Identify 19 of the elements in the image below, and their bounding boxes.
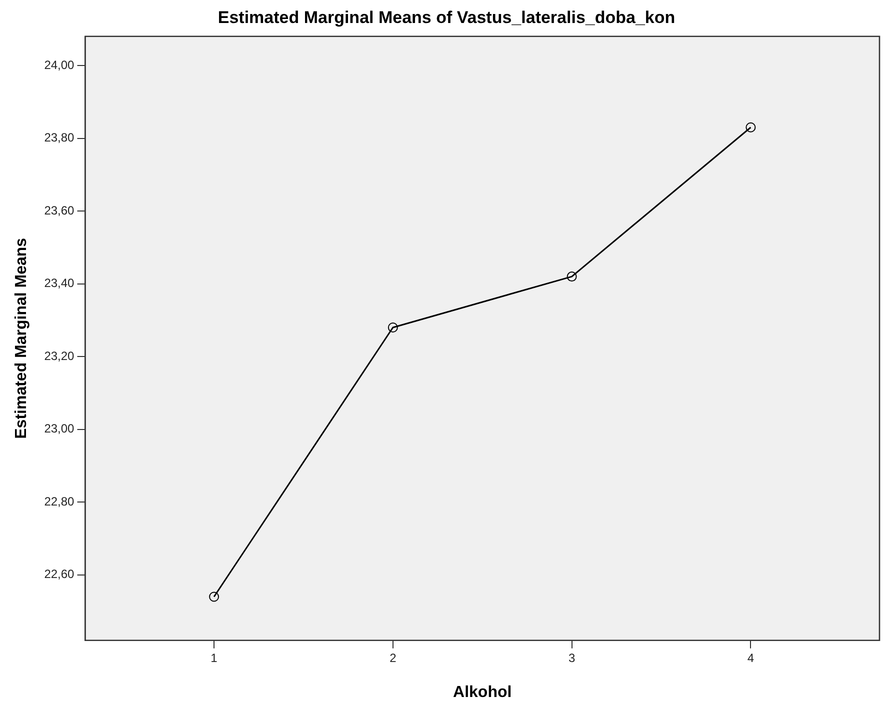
x-tick-label: 1 — [210, 650, 218, 665]
y-axis-title: Estimated Marginal Means — [13, 238, 30, 439]
point — [566, 272, 577, 282]
x-tick-label: 3 — [568, 650, 576, 665]
x-axis-title: Alkohol — [453, 684, 512, 701]
y-tick-label: 23,40 — [44, 276, 75, 290]
point — [209, 592, 220, 602]
point — [746, 122, 756, 132]
y-tick-label: 23,00 — [44, 422, 75, 436]
y-tick-label: 24,00 — [44, 58, 75, 72]
y-tick-label: 23,60 — [44, 203, 75, 218]
point — [388, 322, 398, 332]
chart-title: Estimated Marginal Means of Vastus_lateralis_doba_kon — [218, 8, 676, 27]
y-tick-label: 22,60 — [44, 567, 75, 582]
y-tick-label: 23,80 — [44, 130, 75, 145]
y-tick-label: 23,20 — [44, 348, 75, 363]
x-tick-label: 2 — [390, 650, 397, 665]
x-tick-label: 4 — [747, 650, 754, 665]
y-tick-label: 22,80 — [44, 494, 75, 508]
